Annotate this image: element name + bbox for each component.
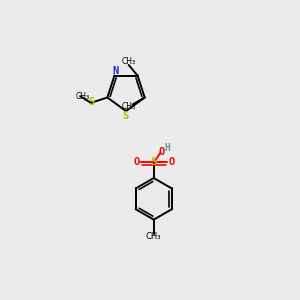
Text: O: O [168,157,174,167]
Text: S: S [122,111,129,121]
Text: O: O [159,147,165,157]
Text: H: H [165,143,170,153]
Text: CH₃: CH₃ [121,57,135,66]
Text: O: O [133,157,139,167]
Text: S: S [150,158,157,167]
Text: S: S [88,97,95,107]
Text: N: N [112,66,119,76]
Text: CH₃: CH₃ [146,232,161,241]
Text: CH₃: CH₃ [76,92,90,101]
Text: CH₃: CH₃ [122,102,136,111]
